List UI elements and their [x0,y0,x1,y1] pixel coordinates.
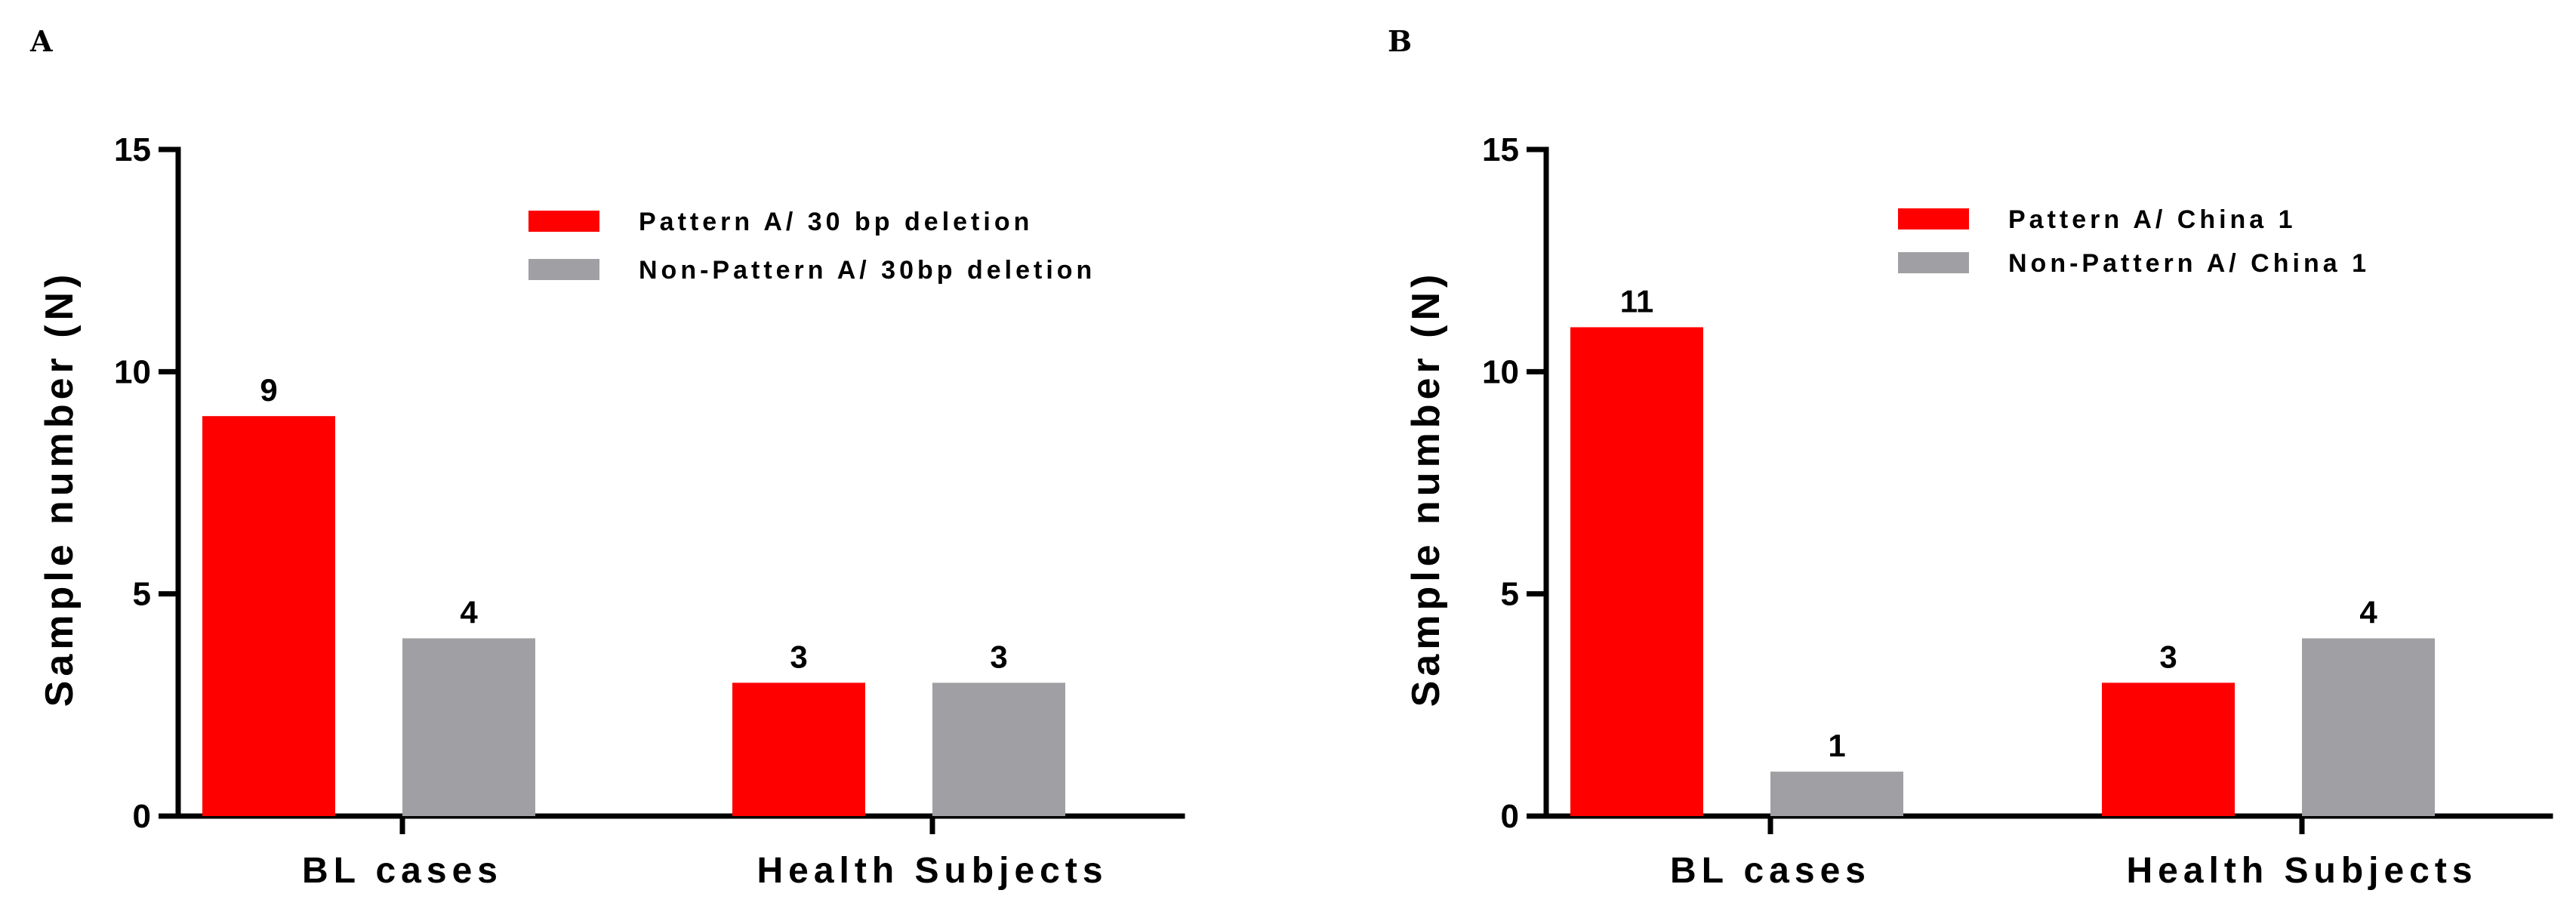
bar-b-s1-c1 [2302,638,2435,816]
plot-area-b: 0 5 10 15 BL cases Health Subjects 11 3 1 4 Patter… [1482,131,2553,891]
y-tick-label-a: 15 [114,131,151,168]
legend-label-a-1: Non-Pattern A/ 30bp deletion [639,256,1095,285]
category-label-a: BL cases [302,851,503,891]
data-label-a: 4 [460,595,478,630]
y-tick-label-a: 0 [133,798,151,835]
category-label-a: Health Subjects [756,851,1108,891]
legend-label-b-1: Non-Pattern A/ China 1 [2008,249,2370,278]
bar-a-s0-c1 [732,682,865,816]
data-label-a: 3 [790,639,807,674]
bar-a-s0-c0 [202,416,335,816]
panel-letter-b: B [1388,24,1412,58]
legend-swatch-a-1 [528,259,599,280]
panel-b: B Sample number (N) 0 5 10 15 BL cases Health… [1388,24,2553,891]
panel-a: A Sample number (N) 0 5 10 15 BL cases Health… [29,24,1185,891]
y-tick-label-b: 10 [1482,353,1519,390]
data-label-b: 1 [1828,728,1845,763]
legend-swatch-b-1 [1898,252,1969,273]
category-label-b: BL cases [1670,851,1871,891]
y-tick-label-b: 0 [1501,798,1519,835]
legend-swatch-b-0 [1898,208,1969,230]
data-label-a: 3 [990,639,1007,674]
legend-label-b-0: Pattern A/ China 1 [2008,205,2297,234]
bar-b-s0-c1 [2102,682,2235,816]
y-tick-label-a: 5 [133,576,151,613]
bar-b-s1-c0 [1770,772,1903,816]
legend-swatch-a-0 [528,211,599,232]
data-label-b: 11 [1620,283,1653,319]
y-axis-title-b: Sample number (N) [1404,270,1448,707]
legend-label-a-0: Pattern A/ 30 bp deletion [639,208,1033,236]
y-axis-title-a: Sample number (N) [38,270,82,707]
y-tick-label-b: 5 [1501,576,1519,613]
data-label-a: 9 [260,372,277,408]
data-label-b: 4 [2359,595,2377,630]
bar-a-s1-c0 [402,638,535,816]
plot-area-a: 0 5 10 15 BL cases Health Subjects 9 3 4 3 Pattern… [114,131,1185,891]
panel-letter-a: A [29,24,53,58]
data-label-b: 3 [2159,639,2177,674]
bar-b-s0-c0 [1570,327,1703,816]
category-label-b: Health Subjects [2126,851,2477,891]
y-tick-label-a: 10 [114,353,151,390]
y-tick-label-b: 15 [1482,131,1519,168]
bar-a-s1-c1 [932,682,1065,816]
